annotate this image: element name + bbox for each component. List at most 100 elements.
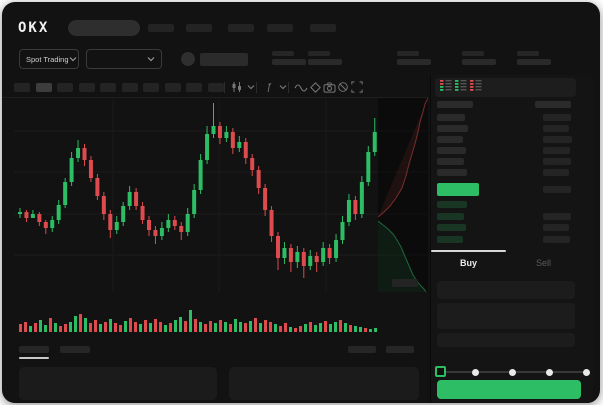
- orders-panel-skeleton: [19, 367, 217, 400]
- trade-side-tabs: Buy Sell: [431, 252, 581, 274]
- timeframe-button-skeleton[interactable]: [14, 83, 30, 92]
- bottom-tab-skeleton[interactable]: [386, 346, 414, 353]
- slider-step-dot[interactable]: [472, 368, 479, 376]
- ask-row[interactable]: [431, 113, 581, 122]
- total-input-skeleton[interactable]: [437, 333, 575, 347]
- hide-icon[interactable]: [336, 80, 350, 94]
- market-type-label: Spot Trading: [26, 54, 69, 64]
- timeframe-button-skeleton[interactable]: [186, 83, 202, 92]
- nav-item-skeleton[interactable]: [148, 24, 174, 32]
- chevron-down-icon: [147, 57, 155, 62]
- stat-label-skeleton: [272, 51, 294, 56]
- nav-item-skeleton[interactable]: [267, 24, 293, 32]
- stat-value-skeleton: [272, 59, 306, 65]
- tab-buy[interactable]: Buy: [459, 258, 477, 268]
- nav-item-skeleton[interactable]: [228, 24, 254, 32]
- timeframe-button-skeleton[interactable]: [143, 83, 159, 92]
- chevron-down-icon[interactable]: [276, 80, 290, 94]
- bottom-tab-skeleton[interactable]: [60, 346, 90, 353]
- bid-row[interactable]: [431, 200, 581, 209]
- pair-selector-dropdown[interactable]: [86, 49, 162, 69]
- stat-value-skeleton: [462, 59, 496, 65]
- buy-tab-indicator: [431, 250, 506, 252]
- order-book-view-toggles: [435, 78, 576, 97]
- slider-step-dot[interactable]: [583, 368, 590, 376]
- volume-chart: [19, 310, 377, 332]
- ask-price-skeleton: [437, 147, 466, 154]
- price-input-skeleton[interactable]: [437, 281, 575, 299]
- divider: [224, 82, 225, 93]
- stat-value-skeleton: [308, 59, 342, 65]
- book-header-price-skeleton: [437, 101, 473, 108]
- coin-avatar: [181, 52, 195, 66]
- book-combined-view-icon[interactable]: [440, 79, 452, 91]
- ask-amount-skeleton: [543, 114, 571, 121]
- timeframe-button-skeleton[interactable]: [208, 83, 224, 92]
- market-type-dropdown[interactable]: Spot Trading: [19, 49, 79, 69]
- candlestick-chart[interactable]: [14, 98, 428, 292]
- timeframe-button-skeleton[interactable]: [57, 83, 73, 92]
- tab-sell[interactable]: Sell: [535, 258, 551, 268]
- slider-handle[interactable]: [435, 366, 446, 377]
- buy-submit-button[interactable]: [437, 380, 581, 399]
- ask-price-skeleton: [437, 125, 468, 132]
- timeframe-button-skeleton[interactable]: [100, 83, 116, 92]
- bid-amount-skeleton: [543, 235, 570, 243]
- bottom-tab-skeleton[interactable]: [19, 346, 49, 353]
- bid-row[interactable]: [431, 212, 581, 221]
- stat-label-skeleton: [462, 51, 484, 56]
- ask-row[interactable]: [431, 168, 581, 177]
- ask-price-skeleton: [437, 158, 464, 165]
- ask-amount-skeleton: [543, 136, 572, 143]
- bid-amount-skeleton: [543, 212, 571, 220]
- chart-style-icon[interactable]: [230, 80, 244, 94]
- search-input[interactable]: [68, 20, 140, 36]
- bottom-tab-skeleton[interactable]: [348, 346, 376, 353]
- book-bids-view-icon[interactable]: [455, 79, 467, 91]
- ask-amount-skeleton: [543, 158, 571, 165]
- chart-scale-skeleton[interactable]: [392, 279, 418, 287]
- nav-item-skeleton[interactable]: [310, 24, 336, 32]
- okx-logo[interactable]: OKX: [18, 20, 50, 36]
- amount-input-skeleton[interactable]: [437, 303, 575, 329]
- candles: [18, 103, 377, 278]
- divider: [256, 82, 257, 93]
- nav-item-skeleton[interactable]: [186, 24, 212, 32]
- draw-icon[interactable]: [308, 80, 322, 94]
- divider: [288, 82, 289, 93]
- chart-toolbar: ƒ: [2, 81, 428, 98]
- timeframe-button-skeleton[interactable]: [79, 83, 95, 92]
- chevron-down-icon: [69, 57, 76, 62]
- timeframe-button-skeleton[interactable]: [36, 83, 52, 92]
- slider-step-dot[interactable]: [546, 368, 553, 376]
- ask-row[interactable]: [431, 146, 581, 155]
- last-price-badge[interactable]: [437, 183, 479, 196]
- ask-amount-skeleton: [543, 125, 569, 132]
- ask-price-skeleton: [437, 169, 467, 176]
- bid-price-skeleton: [437, 212, 464, 220]
- ask-price-skeleton: [437, 136, 463, 143]
- pair-name-skeleton: [200, 53, 248, 66]
- ask-row[interactable]: [431, 157, 581, 166]
- stat-label-skeleton: [517, 51, 539, 56]
- indicators-icon[interactable]: ƒ: [266, 81, 272, 93]
- bid-row[interactable]: [431, 223, 581, 232]
- bid-row[interactable]: [431, 235, 581, 244]
- timeframe-button-skeleton[interactable]: [122, 83, 138, 92]
- stat-value-skeleton: [397, 59, 431, 65]
- fullscreen-icon[interactable]: [350, 80, 364, 94]
- book-asks-view-icon[interactable]: [470, 79, 482, 91]
- camera-icon[interactable]: [322, 80, 336, 94]
- ask-row[interactable]: [431, 135, 581, 144]
- chevron-down-icon[interactable]: [244, 80, 258, 94]
- last-amount-skeleton: [543, 186, 571, 193]
- ask-row[interactable]: [431, 124, 581, 133]
- stat-label-skeleton: [308, 51, 330, 56]
- bid-price-skeleton: [437, 224, 466, 231]
- timeframe-button-skeleton[interactable]: [165, 83, 181, 92]
- slider-step-dot[interactable]: [509, 368, 516, 376]
- depth-overlay: [377, 98, 428, 292]
- line-style-icon[interactable]: [294, 80, 308, 94]
